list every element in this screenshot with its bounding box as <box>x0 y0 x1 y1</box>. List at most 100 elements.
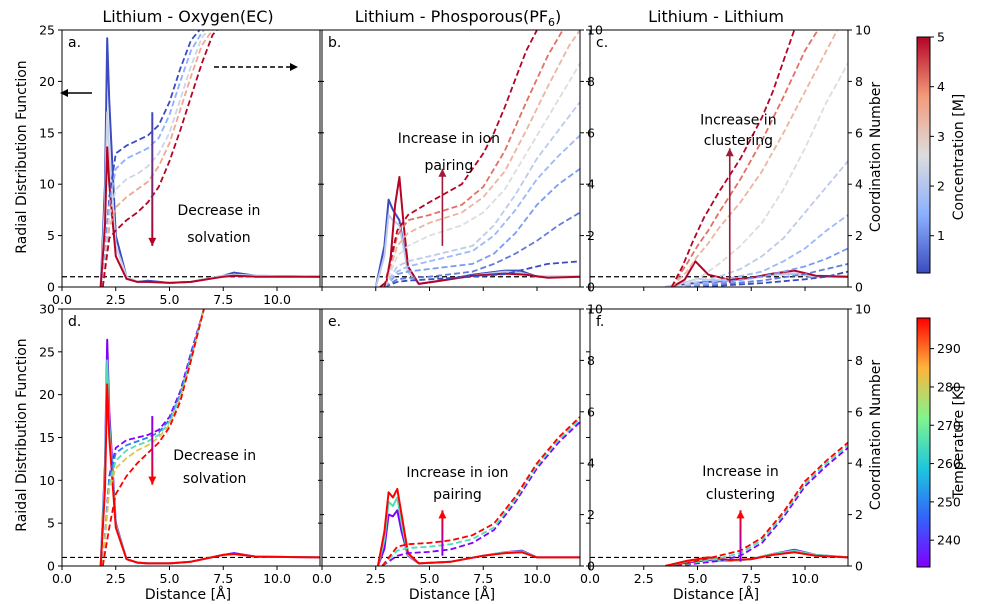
colorbar-tick-label: 1 <box>937 228 945 243</box>
y2-axis-label-bottom: Coordination Number <box>868 360 884 510</box>
plot-area <box>322 30 580 287</box>
y2-tick-label: 2 <box>587 507 595 522</box>
col-title-2: Lithium - Phosporous(PF6) <box>355 7 562 29</box>
x-tick-label: 10.0 <box>263 292 291 307</box>
trend-arrow-head <box>438 168 447 177</box>
panel-frame <box>61 29 321 288</box>
plot-area <box>322 416 580 566</box>
y-tick-label: 15 <box>39 430 55 445</box>
y-tick-label: 0 <box>47 280 55 295</box>
panel-label: b. <box>328 35 341 51</box>
coordination-number-line-11 <box>670 30 819 287</box>
coordination-number-line-5 <box>675 444 848 566</box>
coordination-number-line-12 <box>670 30 796 287</box>
colorbar-bottom <box>916 317 931 568</box>
right-axis-arrow-head <box>290 63 298 71</box>
y2-tick-label: 6 <box>855 404 863 419</box>
y-axis-label-bottom: Raidal Distribution Function <box>14 338 30 531</box>
coordination-number-line-6 <box>101 309 205 566</box>
colorbar-tick-label: 290 <box>937 341 961 356</box>
x-tick-label: 10.0 <box>523 571 551 586</box>
x-tick-label: 7.5 <box>213 571 233 586</box>
x-tick-label: 7.5 <box>741 571 761 586</box>
coordination-number-line-6 <box>101 30 209 287</box>
y2-tick-label: 6 <box>587 404 595 419</box>
y-tick-label: 25 <box>39 344 55 359</box>
trend-arrow-shaft <box>151 112 154 246</box>
x-tick-label: 7.5 <box>473 571 493 586</box>
coordination-number-line-5 <box>381 418 580 566</box>
colorbar-top <box>916 36 931 274</box>
x-tick-label: 5.0 <box>420 571 440 586</box>
coordination-number-line-6 <box>675 247 848 287</box>
y2-tick-label: 0 <box>855 559 863 574</box>
coordination-number-line-4 <box>675 447 848 566</box>
coordination-number-line-4 <box>384 260 580 287</box>
coordination-number-line-8 <box>101 30 218 287</box>
column-titles: Lithium - Oxygen(EC) Lithium - Phosporou… <box>102 7 784 29</box>
x-tick-label: 0.0 <box>52 292 72 307</box>
y2-tick-label: 8 <box>587 74 595 89</box>
colorbar-tick-label: 2 <box>937 179 945 194</box>
coordination-number-line-12 <box>383 30 538 287</box>
panels: Decrease in solvation a. 0.0 2.5 5.0 7.5 10.0 0 5… <box>39 23 871 587</box>
panel-3: Increase in clustering c. 0 2 4 6 8 10 <box>586 23 871 295</box>
coordination-number-line-5 <box>101 30 205 287</box>
x-tick-label: 0.0 <box>312 571 332 586</box>
coordination-number-line-7 <box>101 30 214 287</box>
annotation-text-2: pairing <box>424 158 473 174</box>
y-tick-label: 5 <box>47 516 55 531</box>
colorbar-tick-label: 240 <box>937 533 961 548</box>
annotation-text-1: Increase in <box>702 464 778 480</box>
coordination-number-line-6 <box>675 441 848 566</box>
y2-tick-label: 6 <box>587 125 595 140</box>
panel-frame <box>321 29 581 288</box>
y-tick-label: 10 <box>39 473 55 488</box>
panel-label: d. <box>68 314 81 330</box>
trend-arrow-head <box>148 476 157 485</box>
panel-5: Increase in ion pairing e. 0.0 2.5 5.0 7.5 10.0… <box>312 302 603 587</box>
y-tick-label: 30 <box>39 302 55 317</box>
y2-tick-label: 6 <box>855 125 863 140</box>
y2-tick-label: 4 <box>855 456 863 471</box>
panel-label: e. <box>328 314 341 330</box>
annotation-text-2: pairing <box>433 487 482 503</box>
coordination-number-line-8 <box>383 101 580 287</box>
x-axis-label-3: Distance [Å] <box>673 586 759 603</box>
y-tick-label: 15 <box>39 125 55 140</box>
y2-tick-label: 0 <box>855 280 863 295</box>
rdf-line-3 <box>379 176 580 287</box>
plot-area <box>62 30 320 287</box>
coordination-number-line-8 <box>101 309 205 566</box>
panel-frame <box>61 308 321 567</box>
x-tick-label: 10.0 <box>791 571 819 586</box>
annotation-text-2: clustering <box>706 487 775 503</box>
x-tick-label: 10.0 <box>263 571 291 586</box>
coordination-number-line-7 <box>675 214 848 287</box>
y2-tick-label: 2 <box>587 228 595 243</box>
coordination-number-line-4 <box>381 421 580 566</box>
y2-tick-label: 8 <box>587 353 595 368</box>
panel-6: Increase in clustering f. 0.0 2.5 5.0 7.5 10.0 0… <box>580 302 871 587</box>
trend-arrow-shaft <box>441 510 444 556</box>
annotation-text-1: Increase in ion <box>398 131 500 147</box>
colorbar-top-label: Concentration [M] <box>951 94 967 221</box>
colorbar-tick-label: 5 <box>937 30 945 45</box>
trend-arrow-head <box>725 148 734 157</box>
x-tick-label: 2.5 <box>106 571 126 586</box>
x-tick-label: 5.0 <box>688 571 708 586</box>
y2-tick-label: 4 <box>587 177 595 192</box>
colorbar-tick-label: 3 <box>937 129 945 144</box>
rdf-line-3 <box>99 383 320 566</box>
coordination-number-line-7 <box>383 134 580 287</box>
y-tick-label: 0 <box>47 559 55 574</box>
trend-arrow-shaft <box>739 510 742 562</box>
colorbar-tick-label: 250 <box>937 494 961 509</box>
y2-tick-label: 2 <box>855 507 863 522</box>
coordination-number-line-6 <box>381 416 580 566</box>
coordination-number-line-10 <box>671 30 839 287</box>
y2-tick-label: 2 <box>855 228 863 243</box>
coordination-number-line-5 <box>675 263 848 287</box>
colorbar-bottom-label: Temperature [K] <box>951 385 967 499</box>
